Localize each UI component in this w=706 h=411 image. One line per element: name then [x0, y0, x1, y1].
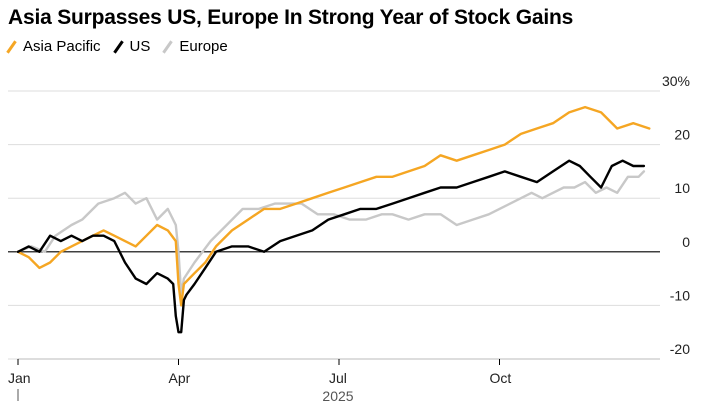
legend-label-asia-pacific: Asia Pacific	[23, 38, 101, 55]
x-tick-label: Apr	[169, 370, 191, 386]
x-tick-label: Jan	[8, 370, 31, 386]
legend-item-asia-pacific: Asia Pacific	[6, 38, 101, 55]
y-tick-label: 20	[674, 127, 690, 143]
series-line-us	[16, 159, 646, 334]
legend-label-europe: Europe	[179, 38, 228, 55]
legend-label-us: US	[129, 38, 151, 55]
x-tick-label: Oct	[490, 370, 512, 386]
chart-title: Asia Surpasses US, Europe In Strong Year…	[8, 6, 574, 29]
series-line-europe	[16, 170, 646, 296]
legend-item-europe: Europe	[162, 38, 228, 55]
x-tick-label: Jul	[329, 370, 347, 386]
x-axis-year-label: 2025	[322, 388, 353, 404]
y-tick-label: 30%	[662, 73, 690, 89]
y-tick-label: 0	[682, 234, 690, 250]
chart-legend: Asia Pacific US Europe	[6, 38, 228, 55]
y-tick-label: -10	[670, 287, 690, 303]
series-line-asia-pacific	[16, 105, 651, 307]
y-tick-label: -20	[670, 341, 690, 357]
legend-item-us: US	[112, 38, 151, 55]
y-tick-label: 10	[674, 180, 690, 196]
